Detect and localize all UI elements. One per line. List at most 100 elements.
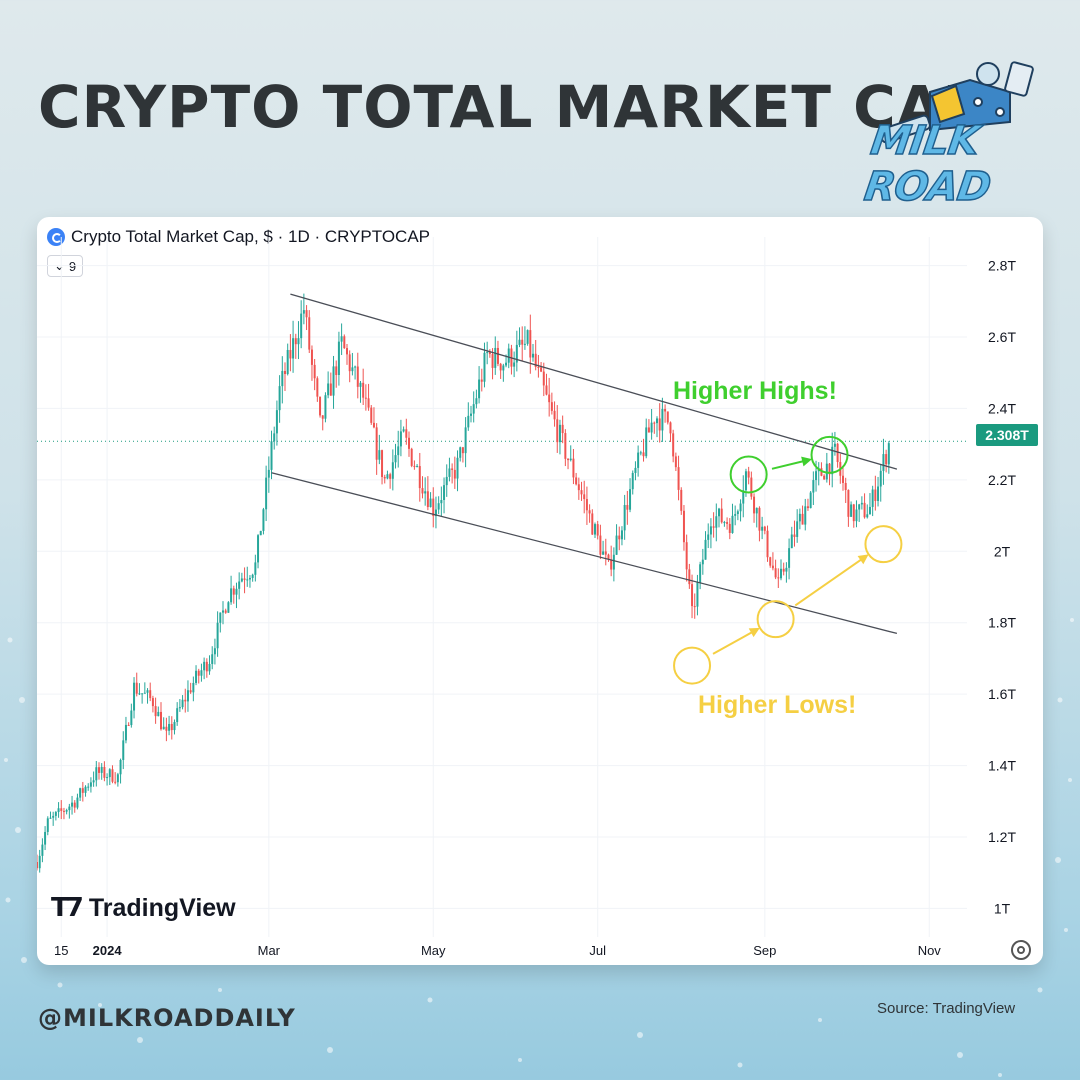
candle-body	[38, 855, 41, 869]
candle-body	[203, 661, 206, 671]
candle-body	[453, 469, 456, 479]
candle-body	[653, 422, 656, 424]
candle-body	[440, 500, 443, 504]
candle-body	[189, 690, 192, 693]
channel-top-trendline	[290, 293, 898, 470]
candle-body	[556, 419, 559, 443]
candle-body	[386, 474, 389, 479]
candle-body	[550, 402, 553, 411]
candle-body	[631, 472, 634, 490]
candle-body	[98, 767, 100, 773]
candle-body	[780, 568, 782, 579]
candle-body	[774, 568, 777, 578]
candle-body	[699, 564, 702, 583]
candle-body	[637, 452, 640, 468]
candle-body	[116, 774, 119, 783]
candle-body	[73, 802, 76, 808]
candle-body	[728, 523, 731, 533]
candle-body	[680, 489, 683, 511]
candle-body	[790, 534, 793, 549]
candle-body	[736, 511, 739, 515]
candle-body	[545, 385, 548, 395]
candle-body	[513, 362, 516, 367]
arrow-icon	[712, 629, 756, 655]
candle-body	[844, 482, 847, 490]
candle-body	[340, 336, 343, 342]
symbol-label[interactable]: Crypto Total Market Cap, $ · 1D · CRYPTO…	[71, 227, 431, 246]
candle-body	[763, 526, 766, 531]
candle-body	[284, 370, 286, 375]
candle-body	[540, 367, 543, 372]
candle-body	[248, 577, 251, 580]
candle-body	[378, 450, 381, 460]
candle-body	[842, 475, 844, 483]
candle-body	[424, 491, 427, 494]
candle-body	[542, 371, 545, 386]
candle-body	[313, 364, 316, 379]
candle-body	[639, 452, 642, 454]
y-tick-label: 2.4T	[988, 400, 1016, 416]
candle-body	[434, 509, 437, 517]
candle-body	[850, 504, 853, 517]
candle-body	[232, 588, 235, 595]
candle-body	[89, 782, 92, 787]
candle-body	[300, 313, 303, 339]
gear-icon[interactable]	[1011, 940, 1031, 960]
candle-body	[432, 498, 435, 517]
y-tick-label: 1.2T	[988, 829, 1016, 845]
page-title: CRYPTO TOTAL MARKET CAP	[38, 73, 987, 141]
candle-body	[823, 475, 826, 480]
candle-body	[507, 348, 510, 363]
candle-body	[523, 343, 526, 345]
candle-body	[208, 663, 211, 672]
candle-body	[534, 353, 537, 367]
candle-body	[874, 489, 877, 501]
candle-body	[321, 415, 324, 419]
candle-body	[416, 466, 419, 468]
candle-body	[41, 844, 44, 856]
candle-body	[337, 341, 340, 375]
candle-body	[723, 522, 726, 524]
social-handle: @MILKROADDAILY	[38, 1004, 296, 1032]
candle-body	[327, 383, 330, 396]
candle-body	[362, 382, 365, 398]
candle-body	[558, 424, 561, 443]
candle-body	[871, 489, 874, 507]
candle-body	[532, 353, 534, 358]
milk-carton-mascot-icon	[879, 61, 1034, 144]
candle-body	[329, 383, 332, 396]
candle-body	[715, 516, 718, 528]
candle-body	[122, 740, 125, 760]
x-tick-label: Mar	[258, 943, 281, 958]
candle-body	[518, 339, 521, 345]
candle-body	[885, 454, 888, 465]
candle-body	[777, 577, 780, 579]
candle-body	[141, 693, 144, 695]
candle-body	[666, 411, 669, 423]
candle-body	[788, 548, 791, 568]
candle-body	[766, 530, 769, 558]
candle-body	[294, 338, 297, 345]
candle-body	[863, 502, 866, 518]
candle-body	[836, 443, 839, 463]
candlestick-chart[interactable]: Higher Highs! Higher Lows! 1T 1.2T 1.4T 1.6T…	[37, 217, 1043, 965]
candle-body	[335, 366, 338, 375]
candle-body	[472, 404, 475, 414]
candle-body	[674, 456, 677, 468]
candle-body	[771, 565, 774, 569]
arrow-icon	[794, 557, 865, 607]
candle-body	[60, 808, 63, 811]
candle-body	[575, 477, 578, 485]
candle-body	[235, 588, 238, 595]
candle-body	[704, 539, 707, 560]
candle-body	[456, 457, 459, 479]
candle-body	[860, 502, 863, 505]
candle-body	[111, 769, 114, 782]
x-tick-label: 2024	[93, 943, 123, 958]
x-tick-label: Sep	[753, 943, 776, 958]
candle-body	[852, 504, 855, 522]
candle-body	[661, 408, 664, 431]
y-tick-label: 2.6T	[988, 329, 1016, 345]
y-tick-label: 1.6T	[988, 686, 1016, 702]
y-tick-label: 2.8T	[988, 258, 1016, 274]
